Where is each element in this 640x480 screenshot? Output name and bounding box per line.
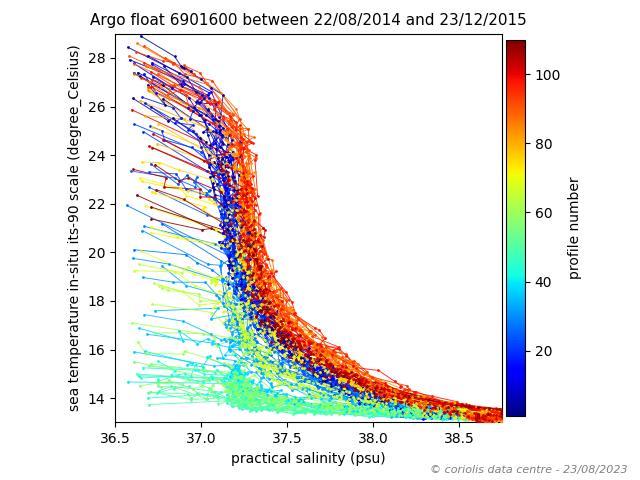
Y-axis label: profile number: profile number [568, 177, 582, 279]
Y-axis label: sea temperature in-situ its-90 scale (degree_Celsius): sea temperature in-situ its-90 scale (de… [68, 45, 82, 411]
Title: Argo float 6901600 between 22/08/2014 and 23/12/2015: Argo float 6901600 between 22/08/2014 an… [90, 13, 527, 28]
X-axis label: practical salinity (psu): practical salinity (psu) [231, 452, 386, 466]
Text: © coriolis data centre - 23/08/2023: © coriolis data centre - 23/08/2023 [429, 465, 627, 475]
